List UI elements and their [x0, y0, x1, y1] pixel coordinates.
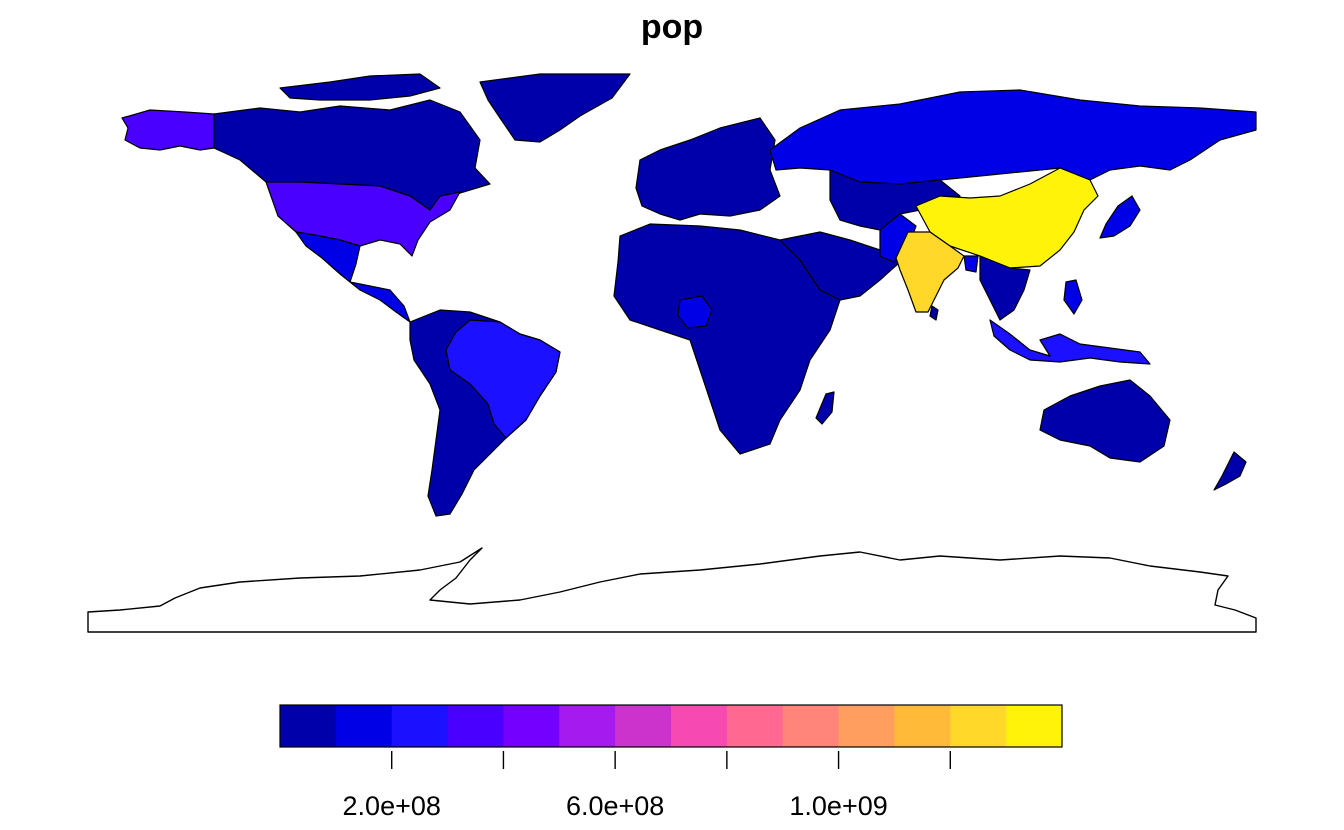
legend-swatch [280, 705, 337, 747]
region-europe [635, 117, 781, 221]
region-canada-arctic-islands [279, 73, 441, 101]
region-antarctica [87, 547, 1257, 633]
color-legend: 2.0e+08 6.0e+08 1.0e+09 [279, 704, 1063, 821]
legend-swatch [671, 705, 728, 747]
legend-tick-label: 2.0e+08 [343, 791, 441, 821]
region-russia [769, 89, 1257, 185]
region-philippines [1063, 279, 1083, 315]
region-india [895, 231, 965, 313]
legend-tick-label: 6.0e+08 [566, 791, 664, 821]
legend-swatch [615, 705, 672, 747]
legend-swatch [559, 705, 616, 747]
region-new-zealand [1213, 451, 1247, 491]
legend-swatch [894, 705, 951, 747]
region-nigeria [677, 295, 713, 329]
region-central-asia [829, 169, 961, 231]
legend-frame [279, 704, 1063, 748]
legend-swatch [447, 705, 504, 747]
region-japan [1099, 195, 1141, 239]
region-brazil [445, 319, 561, 439]
region-africa [613, 223, 841, 455]
legend-tick-label: 1.0e+09 [789, 791, 887, 821]
region-sri-lanka [929, 305, 939, 321]
region-alaska [121, 109, 215, 151]
legend-swatch [782, 705, 840, 747]
legend-swatch [726, 705, 784, 747]
region-madagascar [815, 391, 835, 425]
legend-swatches [280, 705, 1063, 747]
region-bangladesh [963, 255, 979, 273]
legend-swatch [335, 705, 393, 747]
legend-swatch [950, 705, 1007, 747]
legend-swatch [1006, 705, 1063, 747]
region-indonesia [989, 319, 1151, 365]
legend-swatch [391, 705, 449, 747]
region-australia [1039, 379, 1171, 463]
legend-ticks: 2.0e+08 6.0e+08 1.0e+09 [343, 751, 951, 821]
world-map [87, 73, 1257, 633]
region-middle-east [779, 231, 901, 301]
legend-swatch [838, 705, 895, 747]
region-mexico [295, 231, 411, 323]
legend-swatch [503, 705, 560, 747]
region-greenland [479, 73, 631, 143]
region-china [915, 167, 1099, 269]
region-southeast-asia [979, 255, 1031, 321]
map-title: pop [641, 8, 703, 46]
